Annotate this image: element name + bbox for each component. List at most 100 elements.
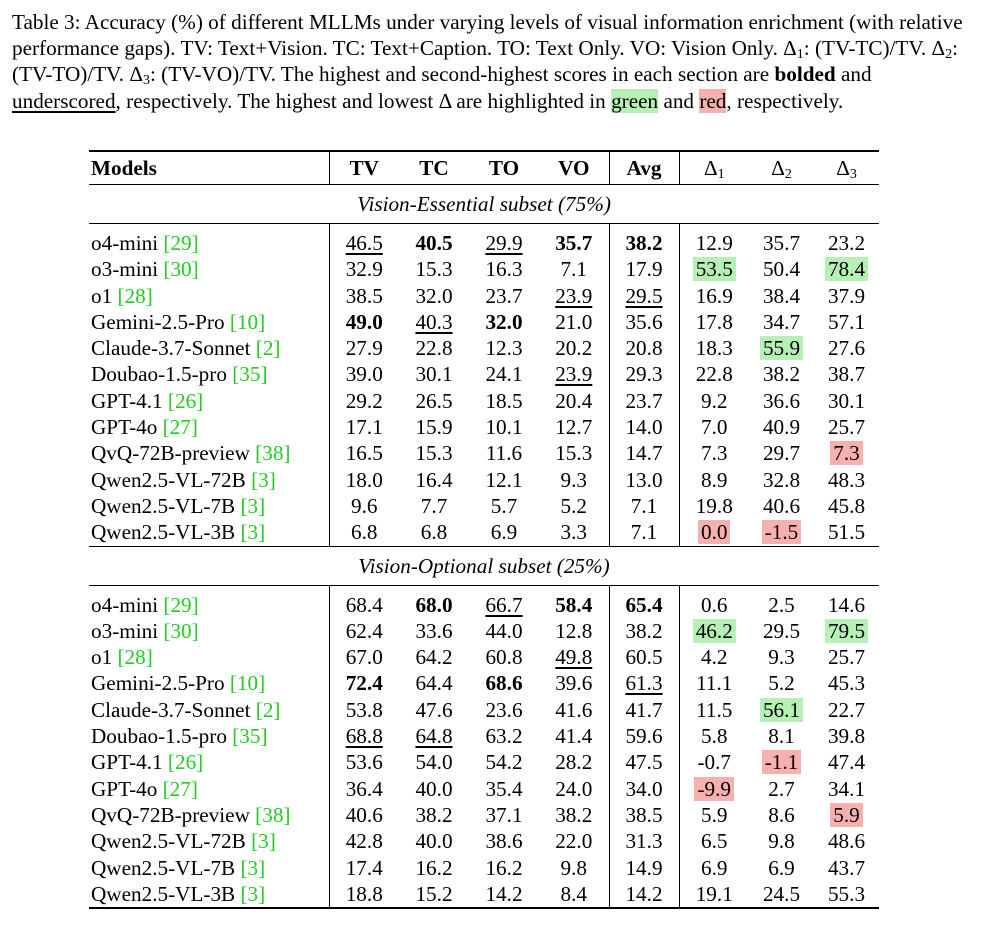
model-name: o1 [91, 645, 118, 670]
cell-value: 14.2 [485, 881, 523, 906]
cell-tc: 26.5 [399, 388, 469, 414]
header-delta3-symbol: Δ [836, 155, 850, 180]
citation-link[interactable]: [10] [229, 671, 266, 696]
model-name-cell: GPT-4o [27] [89, 414, 330, 441]
cell-value: 7.1 [560, 257, 587, 282]
cell-value: 53.8 [345, 697, 383, 722]
cell-value: 15.3 [555, 441, 593, 466]
header-row: Models TV TC TO VO Avg Δ1 Δ2 Δ3 [89, 150, 879, 185]
model-name-cell: GPT-4o [27] [89, 775, 330, 802]
cell-value: 9.3 [768, 645, 795, 670]
cell-value: 47.5 [625, 750, 663, 775]
citation-link[interactable]: [3] [251, 467, 276, 492]
cell-delta3: 27.6 [814, 335, 879, 361]
cell-value: 2.5 [768, 592, 795, 617]
cell-tv: 9.6 [329, 493, 399, 519]
cell-vo: 39.6 [539, 670, 610, 697]
cell-avg: 29.3 [609, 361, 680, 388]
citation-link[interactable]: [26] [167, 388, 204, 413]
citation-link[interactable]: [2] [255, 336, 281, 361]
citation-link[interactable]: [2] [255, 697, 281, 722]
cell-value: 65.4 [625, 592, 663, 617]
cell-delta3: 22.7 [814, 697, 879, 723]
citation-link[interactable]: [26] [167, 750, 204, 775]
cell-value: 5.7 [490, 493, 518, 518]
cell-delta2: 5.2 [749, 670, 814, 696]
cell-value: 0.6 [701, 592, 728, 617]
citation-link[interactable]: [38] [255, 802, 291, 827]
cell-vo: 5.2 [539, 492, 610, 520]
cell-delta1: 11.1 [679, 670, 749, 696]
cell-delta2: -1.5 [749, 519, 814, 546]
model-name: Qwen2.5-VL-7B [91, 493, 241, 518]
citation-link[interactable]: [3] [240, 520, 266, 545]
citation-link[interactable]: [3] [240, 855, 266, 880]
cell-value: 29.2 [345, 388, 383, 413]
caption-and-1: and [835, 62, 872, 87]
model-name: Qwen2.5-VL-72B [91, 467, 252, 492]
citation-link[interactable]: [3] [240, 493, 266, 518]
cell-tc: 7.7 [399, 493, 469, 519]
cell-delta2: 9.3 [749, 644, 814, 670]
model-name: Gemini-2.5-Pro [91, 309, 230, 334]
model-name-cell: QvQ-72B-preview [38] [89, 801, 330, 829]
cell-tc: 6.8 [399, 519, 469, 546]
citation-link[interactable]: [27] [162, 415, 198, 440]
citation-link[interactable]: [29] [163, 231, 199, 255]
citation-link[interactable]: [10] [229, 309, 266, 334]
model-name-cell: o3-mini [30] [89, 256, 330, 283]
citation-link[interactable]: [35] [232, 362, 268, 387]
citation-link[interactable]: [3] [251, 829, 276, 854]
citation-link[interactable]: [30] [163, 257, 199, 282]
cell-tv: 6.8 [329, 519, 399, 546]
citation-link[interactable]: [28] [117, 283, 153, 308]
cell-tv: 72.4 [329, 670, 399, 696]
citation-link[interactable]: [3] [240, 881, 266, 906]
cell-value: 31.3 [625, 829, 663, 854]
cell-value: 35.6 [625, 309, 663, 334]
cell-value: 28.2 [555, 750, 593, 775]
citation-link[interactable]: [35] [232, 724, 268, 749]
cell-value: 6.9 [490, 520, 518, 545]
cell-avg: 14.0 [609, 414, 680, 441]
cell-value: 32.0 [415, 283, 453, 308]
cell-value: 40.0 [415, 776, 453, 801]
cell-value: 14.2 [625, 881, 663, 906]
cell-value: 6.9 [768, 855, 795, 880]
cell-value: 42.8 [345, 829, 383, 854]
citation-link[interactable]: [30] [163, 618, 199, 643]
citation-link[interactable]: [28] [117, 645, 153, 670]
citation-link[interactable]: [29] [163, 592, 199, 617]
cell-value: 54.2 [485, 750, 523, 775]
section-title: Vision-Essential subset (75%) [89, 184, 879, 224]
cell-delta2: 56.1 [749, 697, 814, 723]
cell-value: 30.1 [827, 388, 866, 413]
table-row: QvQ-72B-preview [38] 16.5 15.3 11.6 15.3 14.7… [89, 440, 879, 467]
cell-tv: 53.6 [329, 749, 399, 775]
cell-to: 11.6 [469, 440, 539, 466]
cell-value: 9.8 [768, 829, 795, 854]
caption-bolded-word: bolded [774, 62, 836, 87]
delta1-symbol: Δ [783, 36, 797, 61]
cell-value: 29.5 [625, 283, 663, 308]
cell-delta1: 22.8 [679, 361, 749, 387]
header-delta3-sub: 3 [849, 166, 857, 182]
cell-tv: 17.1 [329, 414, 399, 440]
cell-tv: 62.4 [329, 618, 399, 644]
cell-delta2: 24.5 [749, 880, 814, 910]
cell-vo: 20.2 [539, 335, 610, 362]
citation-link[interactable]: [38] [255, 441, 291, 466]
cell-to: 12.3 [469, 335, 539, 361]
cell-delta3: 25.7 [814, 644, 879, 670]
cell-value: 30.1 [415, 362, 453, 387]
cell-value: 10.1 [485, 415, 523, 440]
cell-delta2: 38.2 [749, 361, 814, 387]
model-name: QvQ-72B-preview [91, 441, 256, 466]
cell-value: 39.8 [827, 724, 866, 749]
cell-delta3: 39.8 [814, 723, 879, 749]
cell-delta3: 48.3 [814, 467, 879, 493]
cell-avg: 38.2 [609, 223, 680, 257]
cell-delta1: 16.9 [679, 283, 749, 309]
cell-tv: 40.6 [329, 802, 399, 828]
citation-link[interactable]: [27] [162, 776, 198, 801]
